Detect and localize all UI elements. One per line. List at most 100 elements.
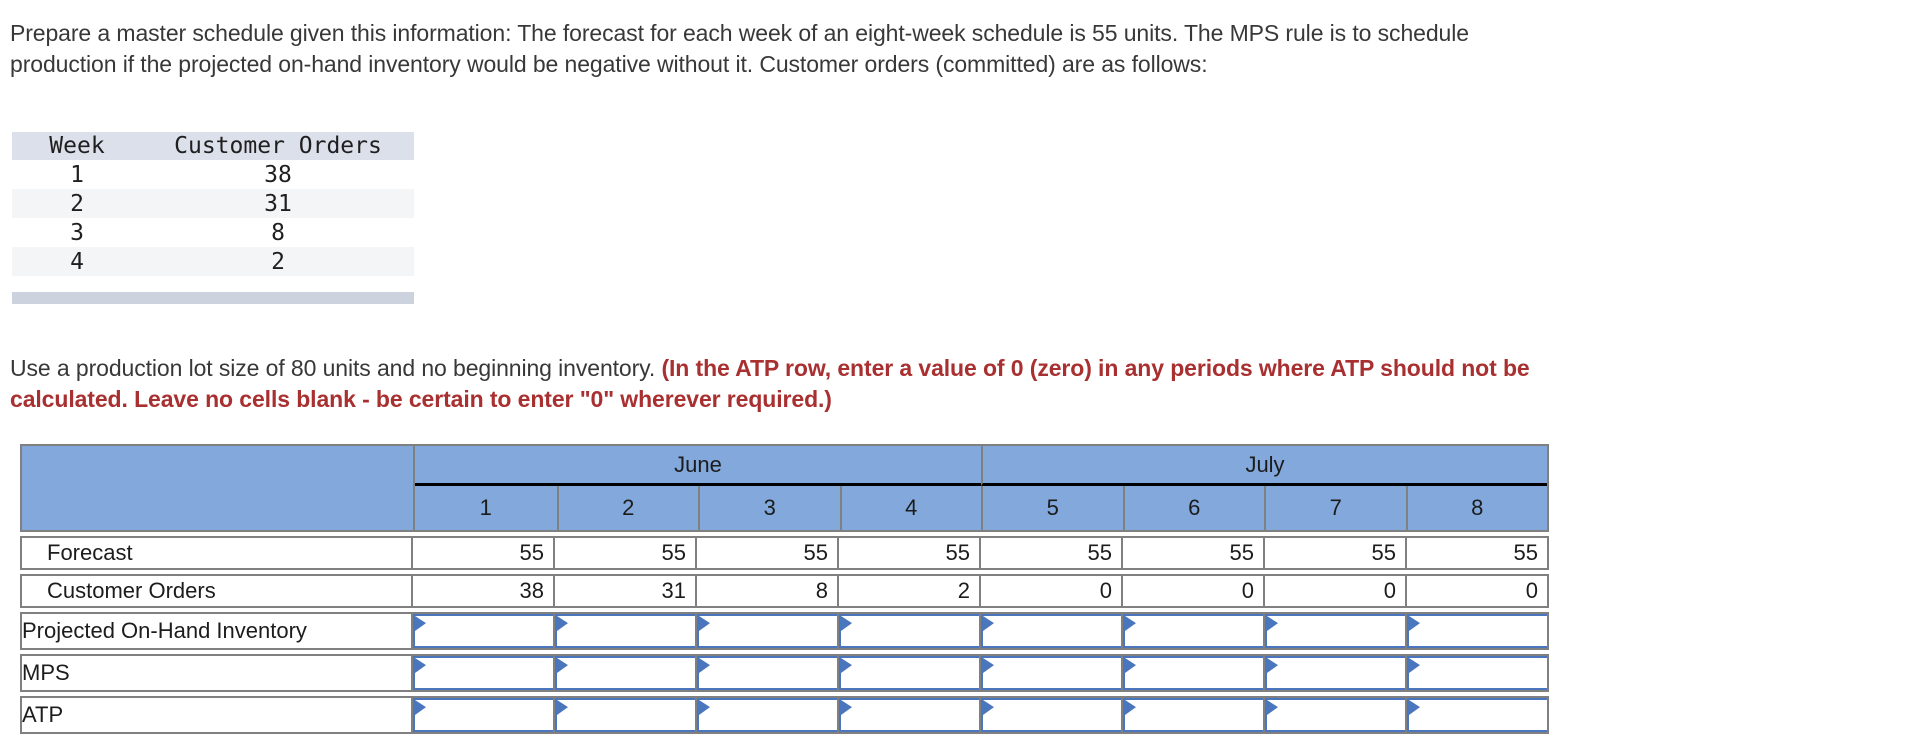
orders-table-footer-bar xyxy=(12,292,414,304)
orders-row: 2 31 xyxy=(12,189,414,218)
input-flag-icon xyxy=(557,700,568,715)
month-header-june: June xyxy=(415,446,981,486)
row-label: ATP xyxy=(20,696,413,734)
orders-header-customer-orders: Customer Orders xyxy=(142,132,414,160)
input-cell xyxy=(555,656,695,690)
forecast-row: Forecast 55 55 55 55 55 55 55 55 xyxy=(20,536,1549,570)
input-cell xyxy=(555,698,695,732)
mps-input[interactable] xyxy=(841,658,979,688)
header-corner-cell xyxy=(22,446,415,530)
input-flag-icon xyxy=(1409,616,1420,631)
row-label: Forecast xyxy=(20,536,413,570)
atp-input[interactable] xyxy=(557,700,695,730)
forecast-value: 55 xyxy=(555,536,697,570)
atp-input[interactable] xyxy=(1125,700,1263,730)
input-flag-icon xyxy=(699,616,710,631)
week-header: 3 xyxy=(698,486,840,530)
customer-orders-value: 2 xyxy=(839,574,981,608)
customer-orders-value: 8 xyxy=(697,574,839,608)
input-cell xyxy=(1123,698,1263,732)
mps-input[interactable] xyxy=(1125,658,1263,688)
input-cell xyxy=(981,656,1121,690)
projected-inventory-input[interactable] xyxy=(983,616,1121,646)
input-cell xyxy=(413,698,553,732)
instructions-warning-text: (In the ATP row, enter a value of 0 (zer… xyxy=(10,355,1530,412)
projected-inventory-input[interactable] xyxy=(1409,616,1547,646)
orders-week-value: 1 xyxy=(70,161,84,188)
projected-inventory-input[interactable] xyxy=(1267,616,1405,646)
input-cell xyxy=(413,614,553,648)
input-cell xyxy=(1123,656,1263,690)
mps-input[interactable] xyxy=(1409,658,1547,688)
forecast-value: 55 xyxy=(1123,536,1265,570)
forecast-value: 55 xyxy=(839,536,981,570)
intro-paragraph: Prepare a master schedule given this inf… xyxy=(10,18,1572,80)
input-flag-icon xyxy=(841,700,852,715)
input-cell xyxy=(1123,614,1263,648)
input-cell xyxy=(1407,698,1547,732)
input-flag-icon xyxy=(1267,700,1278,715)
orders-header-week: Week xyxy=(12,132,142,160)
week-header: 6 xyxy=(1122,486,1265,530)
input-cell xyxy=(1265,698,1405,732)
mps-input[interactable] xyxy=(983,658,1121,688)
row-label: MPS xyxy=(20,654,413,692)
month-header-july: July xyxy=(981,446,1547,486)
week-header: 4 xyxy=(839,486,982,530)
customer-orders-value: 0 xyxy=(1407,574,1549,608)
projected-inventory-input[interactable] xyxy=(699,616,837,646)
orders-qty-value: 8 xyxy=(271,219,285,246)
projected-on-hand-inventory-row: Projected On-Hand Inventory xyxy=(20,612,1549,650)
forecast-value: 55 xyxy=(1407,536,1549,570)
row-label: Projected On-Hand Inventory xyxy=(20,612,413,650)
mps-input[interactable] xyxy=(557,658,695,688)
atp-input[interactable] xyxy=(415,700,553,730)
week-header: 5 xyxy=(981,486,1123,530)
atp-input[interactable] xyxy=(699,700,837,730)
atp-input[interactable] xyxy=(983,700,1121,730)
atp-input[interactable] xyxy=(1267,700,1405,730)
customer-orders-row: Customer Orders 38 31 8 2 0 0 0 0 xyxy=(20,574,1549,608)
mps-input[interactable] xyxy=(1267,658,1405,688)
orders-qty-value: 31 xyxy=(142,189,414,218)
input-cell xyxy=(839,656,979,690)
input-flag-icon xyxy=(983,616,994,631)
input-cell xyxy=(413,656,553,690)
customer-orders-value: 0 xyxy=(981,574,1123,608)
intro-text: Prepare a master schedule given this inf… xyxy=(10,20,1469,77)
input-cell xyxy=(1265,656,1405,690)
input-flag-icon xyxy=(557,658,568,673)
orders-week-value: 3 xyxy=(70,219,84,246)
input-flag-icon xyxy=(983,700,994,715)
customer-orders-table: Week Customer Orders 1 38 2 31 3 8 4 2 xyxy=(12,132,414,304)
mps-input[interactable] xyxy=(415,658,553,688)
customer-orders-value: 0 xyxy=(1123,574,1265,608)
atp-input[interactable] xyxy=(841,700,979,730)
input-flag-icon xyxy=(841,658,852,673)
instructions-paragraph: Use a production lot size of 80 units an… xyxy=(10,353,1572,415)
input-cell xyxy=(697,656,837,690)
orders-week-value: 4 xyxy=(12,247,142,276)
projected-inventory-input[interactable] xyxy=(1125,616,1263,646)
mps-input[interactable] xyxy=(699,658,837,688)
week-header: 1 xyxy=(479,495,492,520)
input-flag-icon xyxy=(1409,700,1420,715)
input-flag-icon xyxy=(415,616,426,631)
input-flag-icon xyxy=(983,658,994,673)
projected-inventory-input[interactable] xyxy=(557,616,695,646)
week-header: 7 xyxy=(1264,486,1406,530)
week-header: 8 xyxy=(1405,486,1548,530)
forecast-value: 55 xyxy=(697,536,839,570)
input-cell xyxy=(1265,614,1405,648)
input-cell xyxy=(555,614,695,648)
customer-orders-value: 0 xyxy=(1265,574,1407,608)
input-cell xyxy=(981,614,1121,648)
input-flag-icon xyxy=(699,658,710,673)
input-cell xyxy=(1407,614,1547,648)
projected-inventory-input[interactable] xyxy=(415,616,553,646)
input-cell xyxy=(1407,656,1547,690)
projected-inventory-input[interactable] xyxy=(841,616,979,646)
orders-row: 4 2 xyxy=(12,247,414,276)
atp-input[interactable] xyxy=(1409,700,1547,730)
input-flag-icon xyxy=(1125,658,1136,673)
